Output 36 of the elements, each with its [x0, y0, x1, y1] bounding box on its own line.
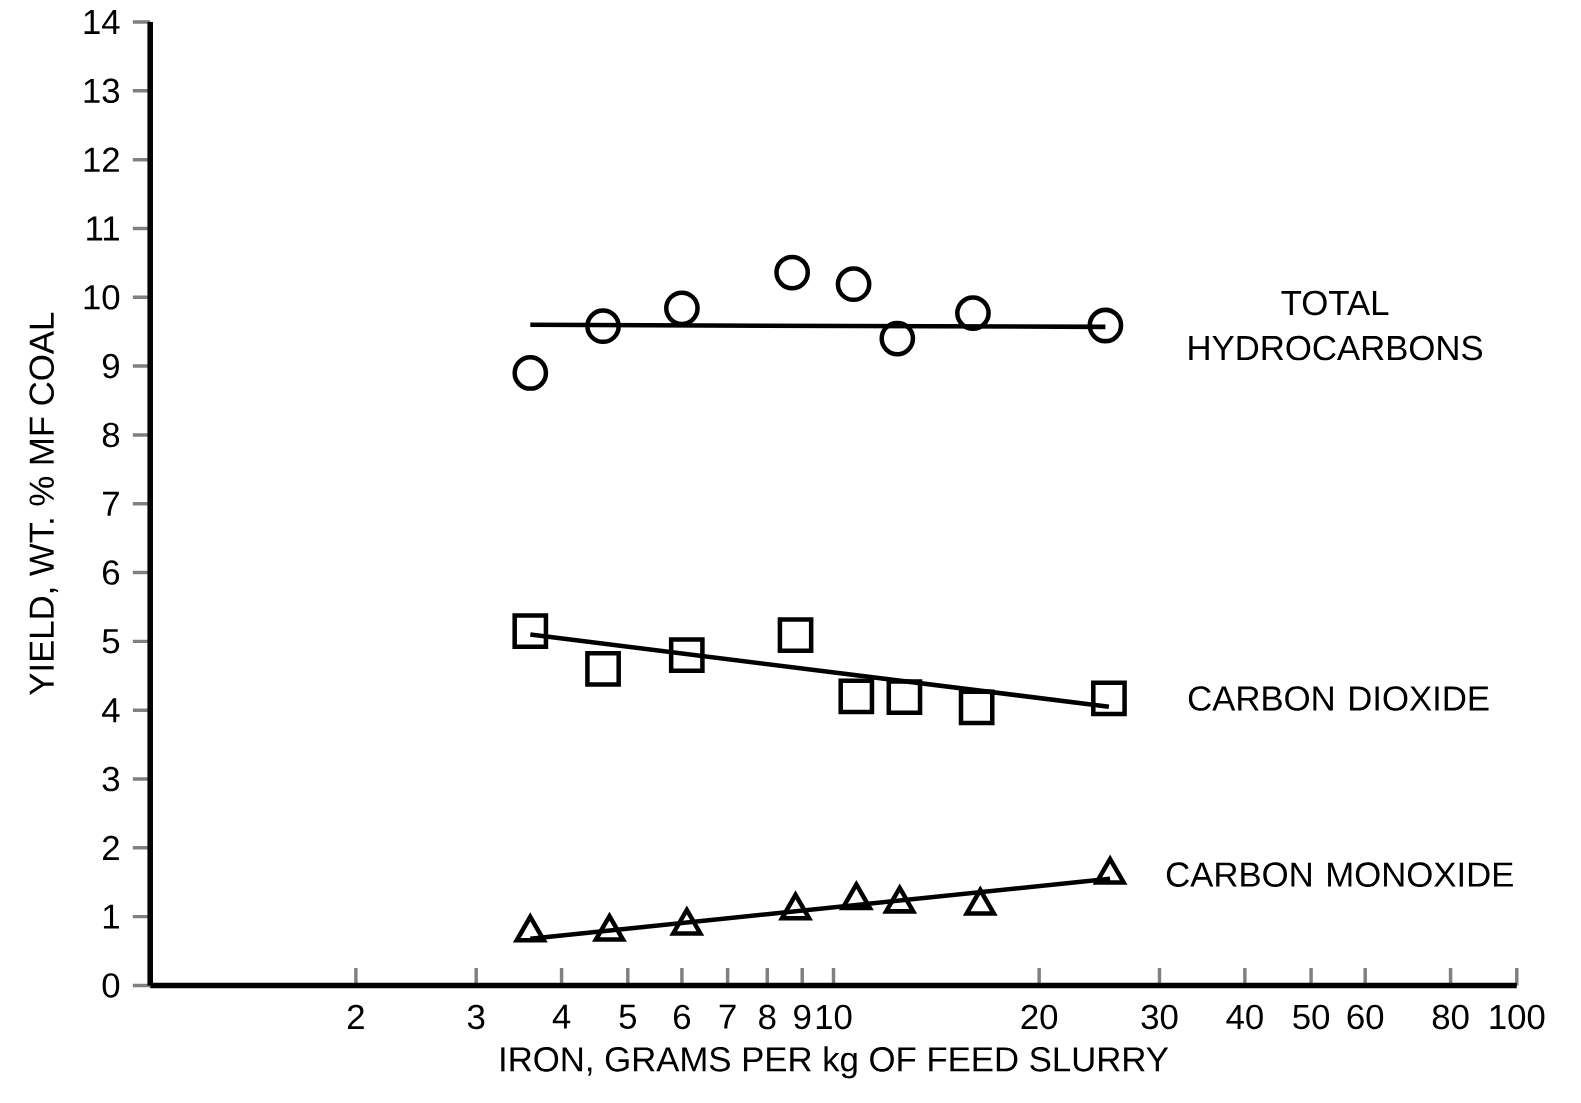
y-axis-title: YIELD, WT. % MF COAL	[29, 312, 59, 695]
x-tick-label: 40	[1226, 1004, 1263, 1030]
y-tick-label: 4	[102, 698, 120, 723]
x-tick-label: 9	[794, 1004, 811, 1030]
y-tick-label: 7	[103, 491, 119, 516]
y-tick-label: 11	[87, 216, 119, 241]
x-tick-label: 3	[467, 1004, 485, 1030]
x-tick-label: 6	[673, 1004, 691, 1030]
y-tick-label: 2	[103, 835, 119, 860]
x-tick-label: 30	[1141, 1004, 1178, 1030]
x-tick-label: 20	[1021, 1004, 1058, 1030]
y-tick-label: 12	[84, 147, 119, 172]
x-tick-label: 10	[816, 1004, 852, 1030]
y-tick-label: 3	[102, 766, 120, 792]
x-tick-label: 8	[759, 1004, 776, 1030]
y-tick-label: 5	[102, 629, 120, 654]
y-tick-label: 6	[103, 560, 120, 585]
x-tick-label: 5	[619, 1004, 637, 1029]
y-tick-label: 0	[102, 973, 120, 998]
x-tick-label: 100	[1490, 1004, 1545, 1030]
series-label: TOTAL HYDROCARBONS	[1189, 290, 1483, 361]
x-tick-label: 60	[1347, 1004, 1384, 1030]
x-tick-label: 4	[552, 1004, 571, 1029]
y-tick-label: 10	[84, 284, 120, 310]
y-tick-label: 8	[102, 422, 120, 448]
x-tick-label: 7	[719, 1004, 736, 1029]
y-tick-label: 9	[102, 353, 119, 379]
x-tick-label: 2	[347, 1004, 364, 1029]
series-label: CARBON DIOXIDE	[1188, 686, 1489, 711]
x-tick-label: 80	[1432, 1004, 1469, 1030]
x-axis-title: IRON, GRAMS PER kg OF FEED SLURRY	[501, 1046, 1169, 1079]
y-tick-label: 1	[103, 904, 119, 929]
y-tick-label: 14	[84, 10, 120, 34]
series-label: CARBON MONOXIDE	[1166, 862, 1513, 887]
x-tick-label: 50	[1293, 1004, 1330, 1030]
y-tick-label: 13	[84, 78, 120, 104]
